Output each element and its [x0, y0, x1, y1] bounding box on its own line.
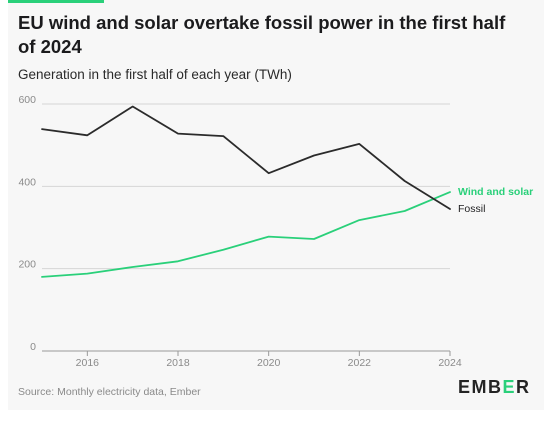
- y-tick-label: 400: [18, 176, 36, 188]
- x-tick-label: 2022: [348, 357, 372, 369]
- series-line-fossil: [41, 105, 451, 210]
- chart-subtitle: Generation in the first half of each yea…: [18, 67, 292, 82]
- x-tick-label: 2016: [76, 357, 100, 369]
- x-tick-label: 2020: [257, 357, 281, 369]
- chart-title: EU wind and solar overtake fossil power …: [18, 12, 506, 57]
- y-tick-label: 600: [18, 94, 36, 106]
- series-label-fossil: Fossil: [458, 203, 485, 215]
- logo-letter: B: [488, 377, 503, 397]
- series-line-wind-and-solar: [41, 191, 451, 278]
- y-tick-label: 0: [30, 341, 36, 353]
- brand-accent-bar: [8, 0, 104, 3]
- logo-letter: M: [471, 377, 489, 397]
- series-label-wind-and-solar: Wind and solar: [458, 186, 533, 198]
- y-tick-label: 200: [18, 259, 36, 271]
- x-tick-label: 2018: [166, 357, 190, 369]
- logo-letter: E: [502, 377, 517, 397]
- logo-letter: E: [458, 377, 472, 397]
- source-note: Source: Monthly electricity data, Ember: [18, 386, 201, 398]
- ember-logo: EMBER: [458, 377, 531, 398]
- logo-letter: R: [516, 377, 531, 397]
- x-tick-label: 2024: [438, 357, 462, 369]
- chart-card: [8, 0, 544, 410]
